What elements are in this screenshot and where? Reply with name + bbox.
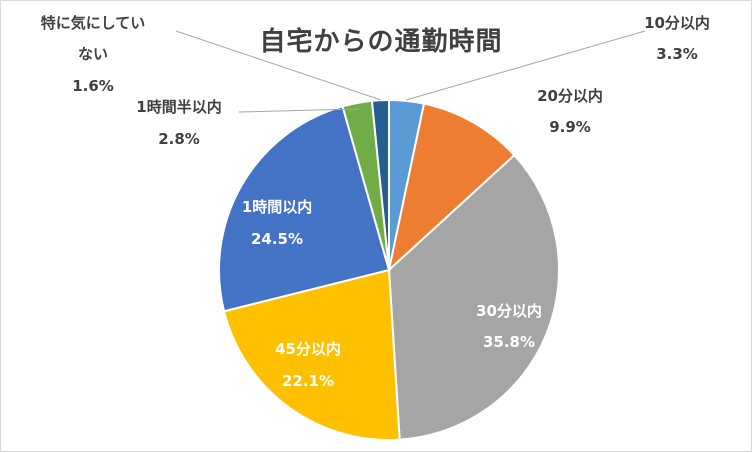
- slice-label-5: 1時間以内: [242, 198, 312, 216]
- pie-slice-5: [218, 105, 391, 313]
- slice-label-6: 1時間半以内: [136, 98, 221, 116]
- leader-line-6: [238, 108, 359, 113]
- slice-percent-2: 9.9%: [549, 118, 591, 136]
- slice-percent-3: 35.8%: [483, 333, 535, 351]
- slice-label-7-line1: 特に気にしてい: [41, 14, 146, 32]
- slice-percent-4: 22.1%: [282, 372, 334, 390]
- slice-percent-6: 2.8%: [158, 130, 200, 148]
- pie-slice-2: [387, 102, 516, 273]
- slice-label-3: 30分以内: [476, 302, 542, 320]
- slice-percent-7: 1.6%: [72, 77, 114, 95]
- slice-label-2: 20分以内: [537, 87, 603, 105]
- chart-title: 自宅からの通勤時間: [259, 27, 503, 57]
- slice-percent-1: 3.3%: [656, 45, 698, 63]
- slice-label-1: 10分以内: [644, 14, 710, 32]
- slice-label-7-line2: ない: [78, 45, 108, 63]
- slice-label-4: 45分以内: [275, 340, 341, 358]
- slice-percent-5: 24.5%: [251, 230, 303, 248]
- pie-slice-3: [387, 153, 560, 441]
- leader-line-1: [405, 30, 646, 101]
- leader-line-7: [175, 30, 382, 101]
- pie-slice-4: [222, 268, 401, 441]
